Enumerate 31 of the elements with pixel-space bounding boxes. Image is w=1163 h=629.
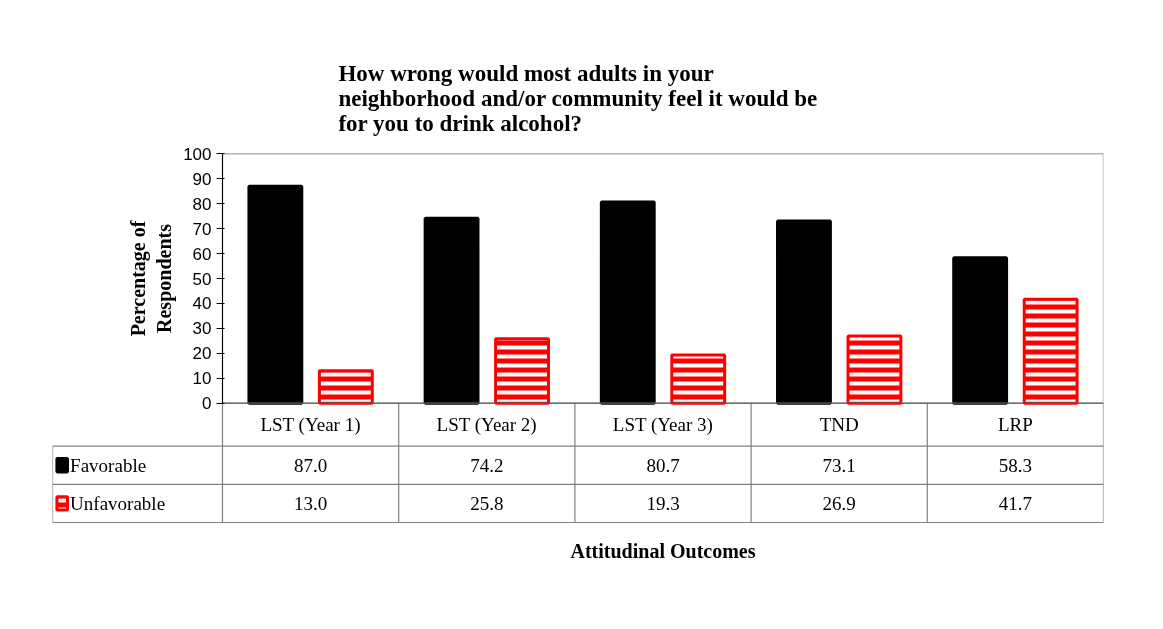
data-label: 26.9 [822,492,856,514]
y-tick-label: 80 [192,194,212,214]
y-tick-label: 90 [192,169,212,189]
x-tick-label: LST (Year 2) [436,414,537,437]
text: Attitudinal Outcomes [570,540,756,563]
y-tick-label: 30 [192,319,212,339]
y-tick-label: 0 [202,394,212,414]
data-label: 58.3 [998,454,1033,476]
chart-title: How wrong would most adults in your neighborhood and/or community feel it would be for you to drink alcohol? [338,60,818,136]
x-tick-label: TND [819,414,859,436]
y-tick-label: 100 [183,144,212,164]
x-tick-label: LST (Year 3) [612,414,713,437]
x-tick-label: LRP [997,414,1033,436]
data-label: 41.7 [998,492,1033,514]
x-tick-label: LST (Year 1) [260,414,361,437]
legend-label: Favorable [70,454,147,476]
y-tick-label: 60 [192,244,212,264]
legend-label: Unfavorable [70,492,166,514]
data-label: 25.8 [470,492,504,514]
data-label: 80.7 [646,454,680,476]
y-tick-label: 10 [192,369,212,389]
y-tick-label: 20 [192,344,212,364]
y-tick-label: 50 [192,269,212,289]
data-label: 87.0 [293,454,328,476]
data-label: 19.3 [646,492,680,514]
y-tick-label: 40 [192,294,212,314]
data-label: 73.1 [822,454,856,476]
data-label: 13.0 [293,492,328,514]
y-axis-title: Percentage of Respondents [126,220,177,337]
data-label: 74.2 [470,454,504,476]
y-tick-label: 70 [192,219,212,239]
